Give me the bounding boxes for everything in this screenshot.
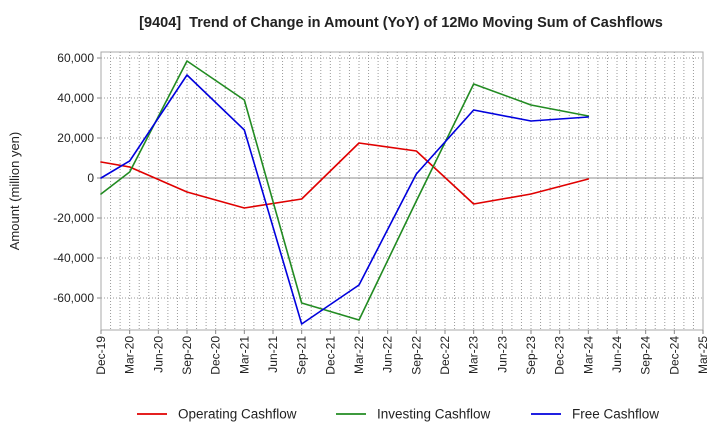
x-tick-label: Dec-20 bbox=[209, 336, 223, 375]
x-tick-label: Sep-21 bbox=[295, 336, 309, 375]
y-tick-label: -20,000 bbox=[53, 211, 94, 225]
y-tick-label: 40,000 bbox=[57, 91, 94, 105]
x-tick-label: Mar-25 bbox=[696, 336, 710, 374]
x-tick-label: Jun-23 bbox=[495, 336, 509, 373]
x-tick-label: Jun-22 bbox=[381, 336, 395, 373]
legend-label: Free Cashflow bbox=[572, 407, 659, 422]
legend-item-free-cashflow: Free Cashflow bbox=[531, 407, 659, 422]
legend: Operating Cashflow Investing Cashflow Free… bbox=[137, 407, 659, 422]
y-tick-label: 0 bbox=[87, 171, 94, 185]
x-tick-label: Sep-20 bbox=[180, 336, 194, 375]
legend-label: Investing Cashflow bbox=[377, 407, 491, 422]
y-tick-label: -40,000 bbox=[53, 251, 94, 265]
y-tick-label: 20,000 bbox=[57, 131, 94, 145]
series-line-free-cashflow bbox=[100, 74, 590, 325]
y-axis-label: Amount (million yen) bbox=[7, 132, 22, 251]
grid-layer bbox=[101, 52, 703, 330]
y-tick-label: 60,000 bbox=[57, 51, 94, 65]
x-tick-label: Jun-20 bbox=[151, 336, 165, 373]
x-tick-label: Mar-20 bbox=[123, 336, 137, 374]
y-tick-label: -60,000 bbox=[53, 291, 94, 305]
x-tick-label: Mar-22 bbox=[352, 336, 366, 374]
legend-item-operating-cashflow: Operating Cashflow bbox=[137, 407, 297, 422]
series-layer bbox=[100, 60, 590, 325]
x-tick-label: Dec-19 bbox=[94, 336, 108, 375]
x-tick-label: Dec-21 bbox=[323, 336, 337, 375]
series-line-operating-cashflow bbox=[100, 142, 590, 209]
legend-label: Operating Cashflow bbox=[178, 407, 297, 422]
x-tick-label: Dec-24 bbox=[667, 336, 681, 375]
x-tick-label: Mar-23 bbox=[467, 336, 481, 374]
x-tick-label: Jun-24 bbox=[610, 336, 624, 373]
axis-layer: 60,000 40,000 20,000 0 -20,000 -40,000 -60,000… bbox=[53, 51, 710, 375]
x-tick-label: Mar-24 bbox=[581, 336, 595, 374]
legend-item-investing-cashflow: Investing Cashflow bbox=[336, 407, 491, 422]
x-tick-label: Mar-21 bbox=[237, 336, 251, 374]
x-tick-label: Sep-24 bbox=[639, 336, 653, 375]
plot-area-frame bbox=[100, 51, 704, 331]
series-line-investing-cashflow bbox=[100, 60, 590, 321]
x-tick-label: Sep-22 bbox=[409, 336, 423, 375]
x-tick-label: Jun-21 bbox=[266, 336, 280, 373]
x-tick-label: Dec-23 bbox=[553, 336, 567, 375]
x-tick-label: Dec-22 bbox=[438, 336, 452, 375]
x-tick-label: Sep-23 bbox=[524, 336, 538, 375]
chart-title: [9404] Trend of Change in Amount (YoY) o… bbox=[139, 15, 663, 31]
